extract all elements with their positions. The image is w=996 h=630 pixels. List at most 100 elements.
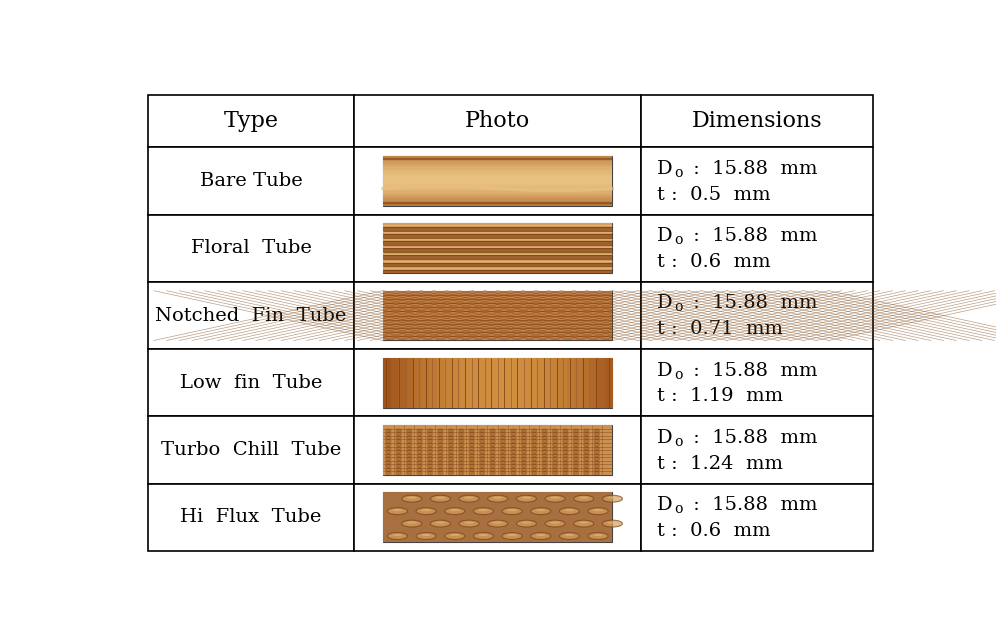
Bar: [383, 241, 613, 245]
Bar: [383, 425, 613, 475]
Ellipse shape: [416, 508, 436, 515]
Bar: [383, 258, 613, 263]
Circle shape: [532, 443, 537, 447]
Text: Type: Type: [223, 110, 279, 132]
Ellipse shape: [579, 496, 589, 499]
Circle shape: [532, 450, 537, 454]
Bar: [605, 358, 614, 408]
Bar: [383, 163, 613, 166]
Circle shape: [574, 461, 579, 464]
Circle shape: [427, 432, 432, 436]
Circle shape: [532, 432, 537, 436]
Ellipse shape: [401, 495, 421, 502]
Bar: [147, 215, 355, 282]
Bar: [355, 215, 641, 282]
Bar: [383, 161, 613, 164]
Bar: [641, 215, 873, 282]
Ellipse shape: [445, 532, 465, 539]
Circle shape: [396, 461, 401, 464]
Circle shape: [459, 464, 464, 467]
Bar: [383, 224, 613, 273]
Text: Hi  Flux  Tube: Hi Flux Tube: [180, 508, 322, 527]
Circle shape: [406, 468, 411, 471]
Circle shape: [574, 468, 579, 471]
Bar: [383, 193, 613, 196]
Circle shape: [500, 432, 506, 436]
Text: :  15.88  mm: : 15.88 mm: [686, 496, 817, 514]
Circle shape: [396, 464, 401, 467]
Circle shape: [406, 457, 411, 461]
Ellipse shape: [450, 509, 460, 511]
Circle shape: [511, 450, 516, 454]
Circle shape: [396, 450, 401, 454]
Circle shape: [438, 432, 443, 436]
Bar: [482, 358, 491, 408]
Circle shape: [490, 450, 495, 454]
Circle shape: [469, 464, 474, 467]
Circle shape: [521, 457, 527, 461]
Circle shape: [595, 440, 600, 443]
Circle shape: [396, 468, 401, 471]
Ellipse shape: [416, 532, 436, 539]
Circle shape: [406, 464, 411, 467]
Circle shape: [490, 468, 495, 471]
Circle shape: [532, 440, 537, 443]
Circle shape: [563, 443, 568, 447]
Circle shape: [427, 440, 432, 443]
Bar: [421, 358, 429, 408]
Circle shape: [490, 443, 495, 447]
Ellipse shape: [603, 495, 622, 502]
Circle shape: [427, 461, 432, 464]
Bar: [429, 358, 437, 408]
Circle shape: [448, 468, 453, 471]
Circle shape: [417, 436, 422, 439]
Circle shape: [459, 454, 464, 457]
Circle shape: [406, 440, 411, 443]
Ellipse shape: [574, 495, 594, 502]
Circle shape: [448, 461, 453, 464]
Circle shape: [563, 454, 568, 457]
Circle shape: [563, 429, 568, 432]
Bar: [498, 358, 506, 408]
Circle shape: [511, 468, 516, 471]
Circle shape: [438, 436, 443, 439]
Circle shape: [469, 440, 474, 443]
Circle shape: [427, 454, 432, 457]
Circle shape: [448, 432, 453, 436]
Bar: [355, 95, 641, 147]
Bar: [383, 190, 613, 193]
Circle shape: [417, 440, 422, 443]
Circle shape: [521, 440, 527, 443]
Bar: [641, 282, 873, 349]
Circle shape: [469, 461, 474, 464]
Bar: [383, 230, 613, 234]
Circle shape: [490, 461, 495, 464]
Bar: [390, 358, 399, 408]
Circle shape: [511, 440, 516, 443]
Circle shape: [542, 461, 547, 464]
Circle shape: [595, 457, 600, 461]
Circle shape: [511, 461, 516, 464]
Bar: [413, 358, 422, 408]
Circle shape: [542, 432, 547, 436]
Text: Bare Tube: Bare Tube: [199, 172, 303, 190]
Bar: [490, 358, 499, 408]
Circle shape: [459, 457, 464, 461]
Circle shape: [490, 457, 495, 461]
Circle shape: [479, 461, 485, 464]
Text: :  15.88  mm: : 15.88 mm: [686, 160, 817, 178]
Circle shape: [553, 461, 558, 464]
Ellipse shape: [488, 495, 508, 502]
Bar: [598, 358, 606, 408]
Ellipse shape: [536, 509, 546, 511]
Text: :  15.88  mm: : 15.88 mm: [686, 362, 817, 380]
Circle shape: [427, 472, 432, 475]
Circle shape: [500, 461, 506, 464]
Circle shape: [406, 447, 411, 450]
Bar: [383, 227, 613, 231]
Bar: [383, 358, 613, 408]
Bar: [452, 358, 460, 408]
Circle shape: [396, 443, 401, 447]
Circle shape: [584, 472, 589, 475]
Circle shape: [574, 454, 579, 457]
